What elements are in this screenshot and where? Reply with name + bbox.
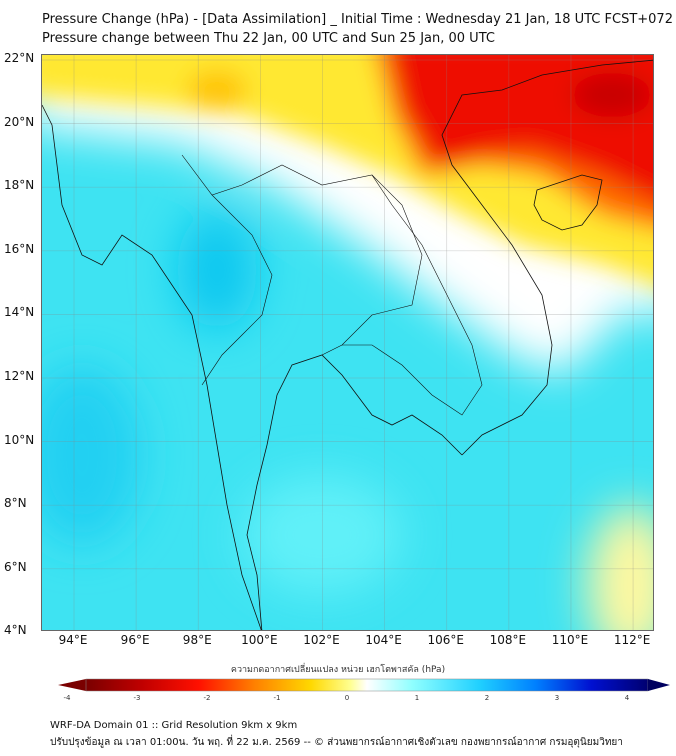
colorbar-tick-label: -3 — [133, 694, 141, 702]
field-corner-yellow — [587, 505, 653, 630]
coastlines-and-borders — [42, 59, 653, 630]
lat-tick-label: 16°N — [4, 241, 35, 256]
lon-tick-label: 112°E — [613, 633, 651, 647]
lat-tick-label: 10°N — [4, 432, 35, 447]
colorbar-tick-label: 1 — [414, 694, 420, 702]
colorbar-tick-label: -2 — [203, 694, 211, 702]
colorbar-gradient — [85, 678, 649, 692]
field-orange-patch — [187, 70, 247, 110]
lon-tick-label: 108°E — [489, 633, 527, 647]
hainan-outline — [533, 174, 603, 231]
lon-tick-label: 104°E — [365, 633, 402, 647]
field-light-patch — [242, 475, 402, 595]
lon-tick-label: 94°E — [58, 633, 88, 647]
map-title: Pressure Change (hPa) - [Data Assimilati… — [42, 12, 673, 27]
colorbar-tick-label: 0 — [344, 694, 350, 702]
lat-tick-label: 18°N — [4, 178, 35, 193]
field-deeper-blue — [177, 210, 257, 330]
coastline-myanmar — [42, 104, 262, 630]
laos-cambodia-border — [342, 174, 483, 416]
pressure-change-map — [41, 54, 654, 631]
lat-tick-label: 4°N — [4, 623, 27, 638]
lat-tick-label: 8°N — [4, 496, 27, 511]
lat-tick-label: 12°N — [4, 369, 35, 383]
coastline-vietnam — [441, 59, 653, 456]
lon-tick-label: 100°E — [241, 633, 278, 647]
lat-tick-label: 14°N — [4, 305, 35, 320]
lon-tick-label: 110°E — [551, 633, 589, 647]
colorbar-label: ความกดอากาศเปลี่ยนแปลง หน่วย เฮกโตพาสคัล… — [230, 665, 446, 675]
coastline-thailand-gulf — [246, 354, 463, 630]
colorbar — [58, 678, 670, 692]
lat-tick-label: 6°N — [4, 559, 27, 574]
lat-tick-label: 22°N — [4, 51, 35, 65]
colorbar-tick-label: 4 — [624, 694, 630, 702]
lon-tick-label: 106°E — [427, 633, 464, 647]
lon-tick-label: 96°E — [120, 633, 150, 647]
lat-tick-label: 20°N — [4, 114, 35, 129]
colorbar-tick-label: -1 — [273, 694, 281, 702]
pressure-field — [42, 55, 653, 630]
footer-model-info: WRF-DA Domain 01 :: Grid Resolution 9km … — [50, 720, 298, 731]
colorbar-extend-low — [58, 679, 86, 691]
graticule — [42, 55, 653, 630]
lon-tick-label: 102°E — [303, 633, 340, 647]
colorbar-tick-label: 3 — [554, 694, 560, 702]
map-subtitle: Pressure change between Thu 22 Jan, 00 U… — [42, 31, 495, 46]
field-blue-patch — [42, 365, 142, 545]
colorbar-extend-high — [648, 679, 670, 691]
colorbar-tick-label: -4 — [63, 694, 71, 702]
colorbar-tick-label: 2 — [484, 694, 490, 702]
footer-credit: ปรับปรุงข้อมูล ณ เวลา 01:00น. วัน พฤ. ที… — [50, 737, 623, 748]
lon-tick-label: 98°E — [182, 633, 212, 647]
thailand-border — [181, 154, 423, 386]
field-strong-red — [572, 73, 652, 117]
